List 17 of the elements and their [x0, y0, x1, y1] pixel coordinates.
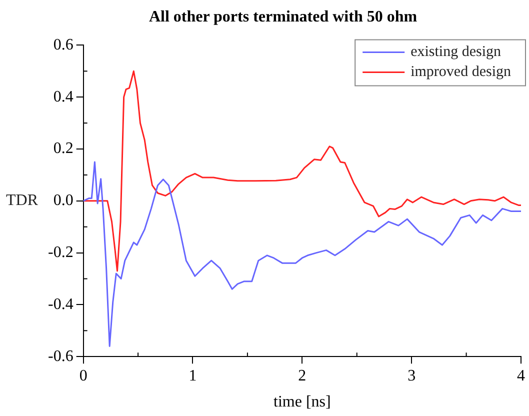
x-tick-label: 0: [79, 367, 88, 384]
chart-title: All other ports terminated with 50 ohm: [148, 8, 418, 26]
x-tick-label: 4: [517, 367, 525, 384]
x-tick-label: 2: [298, 367, 306, 384]
legend-label: improved design: [410, 64, 512, 80]
y-tick-label: -0.4: [48, 296, 74, 313]
x-axis-title: time [ns]: [274, 394, 331, 411]
y-tick-label: 0.2: [53, 140, 74, 158]
y-tick-label: -0.2: [48, 244, 74, 262]
y-tick-label: 0.0: [53, 192, 74, 210]
y-axis-title: TDR: [6, 192, 38, 210]
y-tick-label: 0.6: [53, 36, 74, 54]
x-tick-label: 3: [408, 367, 416, 384]
y-tick-label: 0.4: [53, 88, 74, 106]
x-tick-label: 1: [188, 367, 197, 384]
legend-label: existing design: [410, 44, 502, 60]
y-tick-label: -0.6: [48, 348, 74, 365]
